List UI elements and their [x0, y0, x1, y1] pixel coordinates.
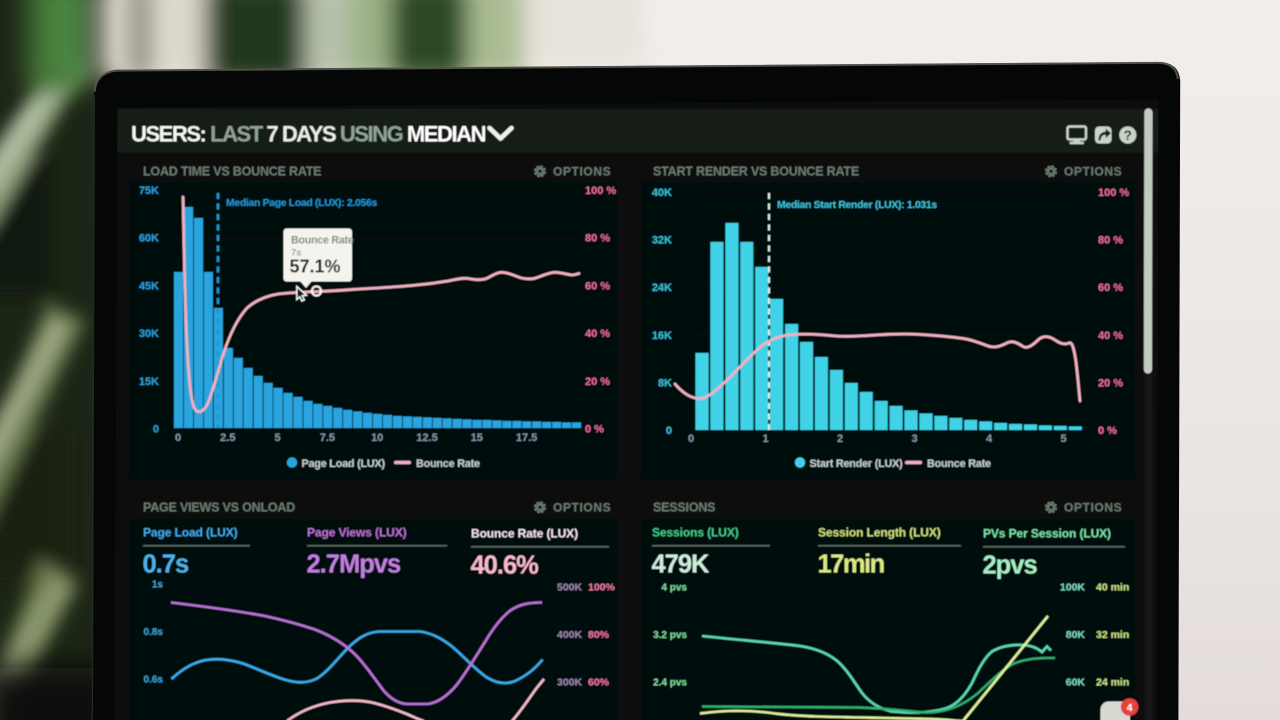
svg-text:Median Page Load (LUX): 2.056s: Median Page Load (LUX): 2.056s [226, 198, 377, 209]
svg-text:3.2 pvs: 3.2 pvs [653, 630, 687, 641]
svg-text:0: 0 [153, 424, 159, 436]
svg-text:LOAD TIME VS BOUNCE RATE: LOAD TIME VS BOUNCE RATE [143, 165, 321, 179]
svg-text:80K: 80K [1066, 629, 1086, 641]
svg-text:40 %: 40 % [585, 328, 610, 340]
svg-text:Bounce Rate (LUX): Bounce Rate (LUX) [471, 527, 578, 541]
svg-text:60K: 60K [1066, 677, 1086, 689]
svg-text:15K: 15K [139, 376, 159, 388]
svg-text:300K: 300K [557, 677, 583, 689]
svg-text:2.5: 2.5 [220, 432, 235, 444]
svg-text:24 min: 24 min [1096, 677, 1129, 689]
svg-text:OPTIONS: OPTIONS [553, 165, 611, 179]
svg-text:0: 0 [666, 425, 672, 437]
svg-text:479K: 479K [652, 551, 711, 579]
svg-text:SESSIONS: SESSIONS [653, 501, 715, 515]
svg-text:Bounce Rate: Bounce Rate [927, 458, 991, 470]
svg-text:2.7Mpvs: 2.7Mpvs [307, 551, 401, 579]
svg-text:1: 1 [762, 433, 768, 445]
svg-text:4: 4 [986, 433, 993, 445]
svg-text:32K: 32K [652, 235, 672, 247]
svg-text:0.6s: 0.6s [144, 675, 164, 686]
svg-text:60 %: 60 % [585, 280, 610, 292]
svg-text:Session Length (LUX): Session Length (LUX) [818, 526, 941, 540]
svg-text:Median Start Render (LUX): 1.0: Median Start Render (LUX): 1.031s [777, 200, 937, 211]
svg-text:40 min: 40 min [1096, 582, 1129, 594]
svg-text:0: 0 [688, 433, 694, 445]
svg-text:Start Render (LUX): Start Render (LUX) [810, 458, 904, 470]
svg-text:60%: 60% [588, 677, 610, 689]
svg-text:60K: 60K [139, 233, 159, 245]
svg-text:16K: 16K [652, 330, 672, 342]
svg-text:100%: 100% [588, 582, 616, 594]
svg-text:32 min: 32 min [1096, 629, 1129, 641]
svg-text:7s: 7s [291, 248, 302, 259]
svg-text:12.5: 12.5 [416, 432, 437, 444]
svg-text:Page Load (LUX): Page Load (LUX) [143, 526, 238, 540]
svg-text:20 %: 20 % [585, 376, 610, 388]
svg-text:500K: 500K [557, 582, 583, 594]
svg-text:2pvs: 2pvs [983, 552, 1038, 580]
svg-text:80%: 80% [588, 629, 610, 641]
svg-text:30K: 30K [139, 328, 159, 340]
svg-text:Bounce Rate: Bounce Rate [291, 235, 354, 247]
svg-text:3: 3 [911, 433, 917, 445]
svg-text:8K: 8K [658, 377, 672, 389]
svg-text:40.6%: 40.6% [471, 552, 539, 580]
svg-text:100 %: 100 % [585, 185, 616, 197]
svg-text:80 %: 80 % [1098, 235, 1123, 247]
svg-text:100K: 100K [1060, 582, 1086, 594]
svg-text:40K: 40K [652, 187, 672, 199]
svg-text:24K: 24K [652, 282, 672, 294]
svg-text:?: ? [1124, 128, 1132, 143]
svg-text:0.8s: 0.8s [144, 627, 164, 638]
svg-text:5: 5 [275, 432, 281, 444]
svg-text:2: 2 [837, 433, 843, 445]
svg-text:45K: 45K [139, 280, 159, 292]
svg-text:75K: 75K [139, 185, 159, 197]
svg-text:17.5: 17.5 [516, 432, 537, 444]
svg-text:Bounce Rate: Bounce Rate [416, 458, 480, 470]
svg-text:40 %: 40 % [1098, 330, 1123, 342]
svg-text:Page Load (LUX): Page Load (LUX) [302, 458, 386, 470]
svg-text:USERS: LAST 7 DAYS USING MEDIA: USERS: LAST 7 DAYS USING MEDIAN [131, 122, 486, 147]
svg-text:80 %: 80 % [585, 233, 610, 245]
svg-text:60 %: 60 % [1098, 282, 1123, 294]
svg-text:0.7s: 0.7s [143, 551, 189, 579]
svg-text:10: 10 [371, 432, 383, 444]
svg-text:15: 15 [471, 432, 483, 444]
svg-text:PVs Per Session (LUX): PVs Per Session (LUX) [983, 527, 1111, 541]
svg-text:PAGE VIEWS VS ONLOAD: PAGE VIEWS VS ONLOAD [143, 501, 295, 515]
svg-text:0 %: 0 % [1098, 425, 1117, 437]
svg-text:Sessions (LUX): Sessions (LUX) [652, 526, 739, 540]
svg-text:4 pvs: 4 pvs [661, 583, 687, 594]
svg-text:2.4 pvs: 2.4 pvs [653, 678, 687, 689]
svg-text:100 %: 100 % [1098, 187, 1129, 199]
svg-text:400K: 400K [557, 629, 583, 641]
svg-text:0 %: 0 % [585, 424, 604, 436]
svg-text:4: 4 [1127, 702, 1133, 714]
svg-text:OPTIONS: OPTIONS [553, 501, 611, 515]
svg-text:7.5: 7.5 [320, 432, 335, 444]
svg-text:START RENDER VS BOUNCE RATE: START RENDER VS BOUNCE RATE [653, 165, 859, 179]
svg-text:5: 5 [1060, 433, 1066, 445]
svg-text:OPTIONS: OPTIONS [1064, 501, 1122, 515]
svg-text:OPTIONS: OPTIONS [1064, 165, 1122, 179]
svg-text:1s: 1s [152, 580, 164, 591]
svg-text:57.1%: 57.1% [290, 257, 341, 277]
svg-text:Page Views (LUX): Page Views (LUX) [307, 526, 407, 540]
svg-text:0: 0 [175, 432, 181, 444]
svg-text:17min: 17min [818, 551, 884, 579]
svg-text:20 %: 20 % [1098, 377, 1123, 389]
